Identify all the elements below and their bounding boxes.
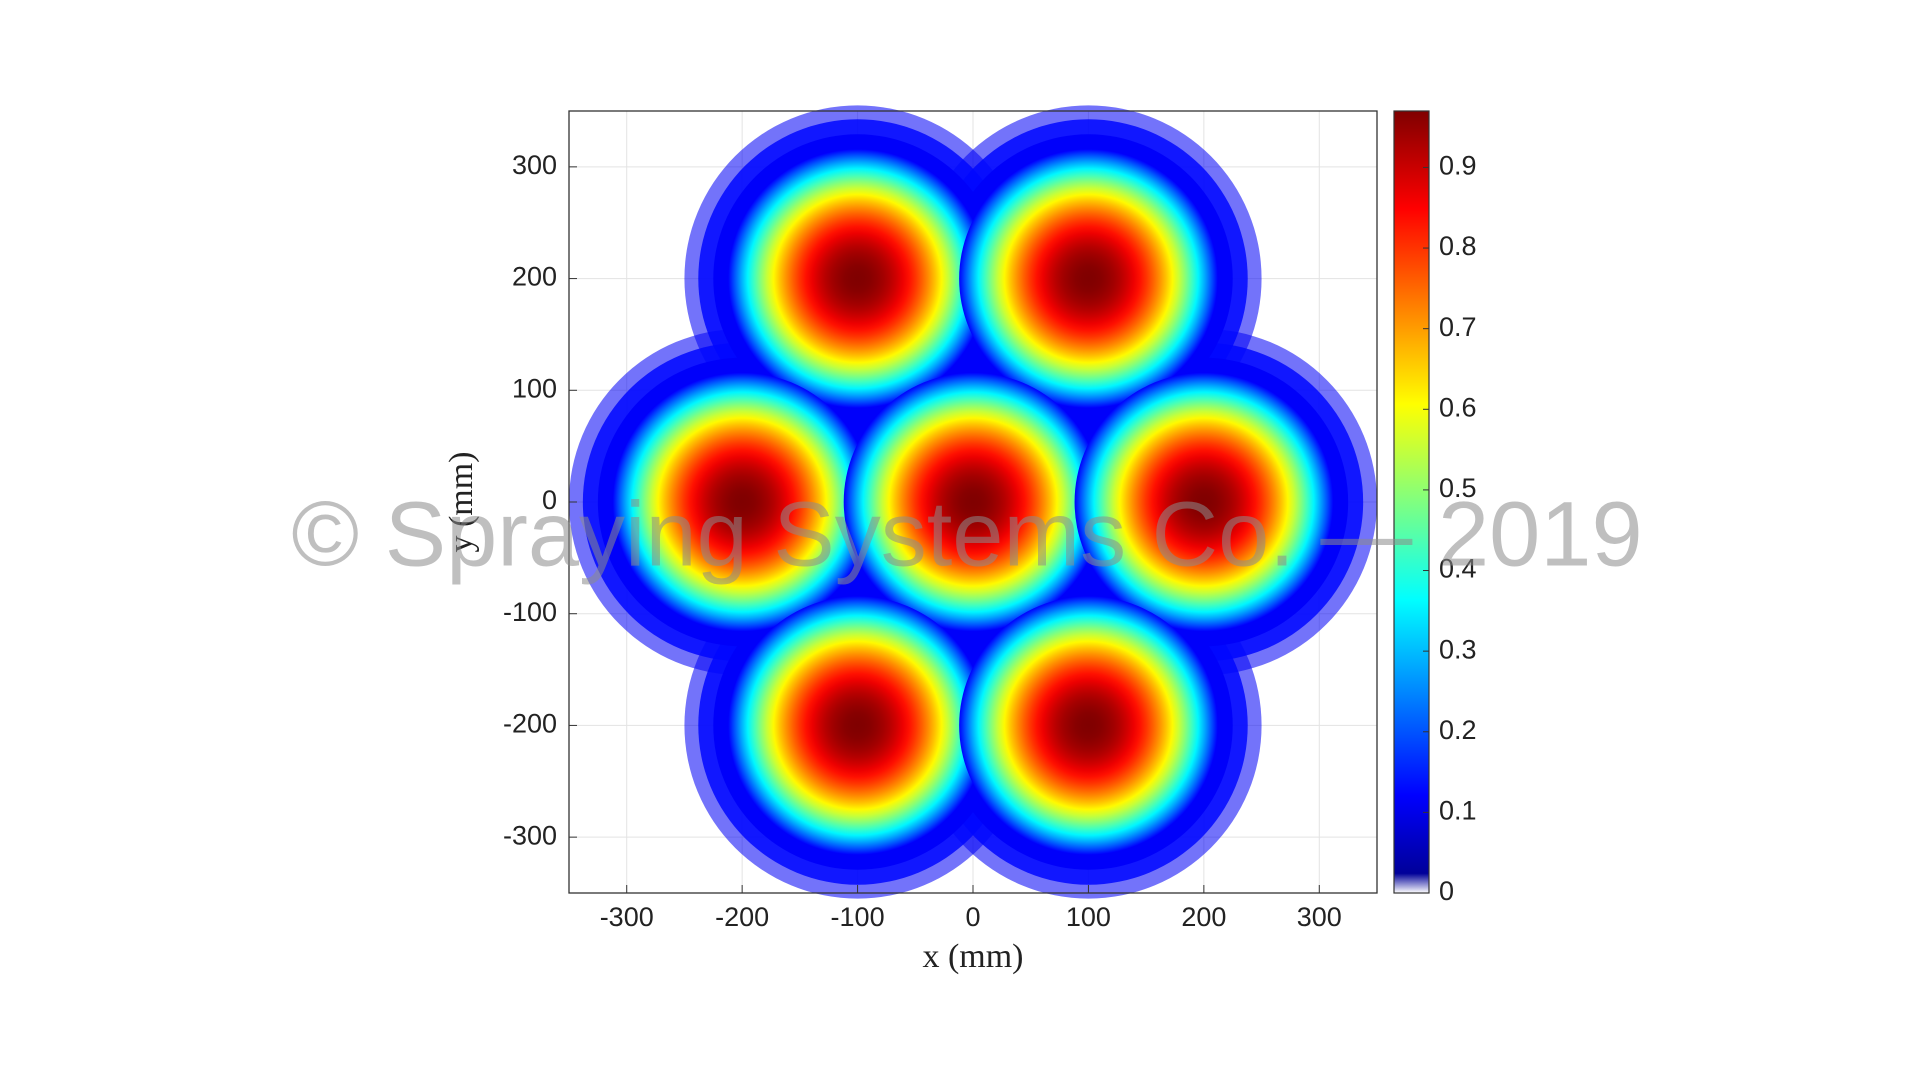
x-tick-label: -200 [715, 902, 769, 932]
spray-peak [728, 596, 987, 855]
colorbar-tick-label: 0.4 [1439, 554, 1477, 584]
x-tick-label: -100 [831, 902, 885, 932]
x-tick-label: 0 [965, 902, 980, 932]
y-tick-label: 200 [512, 262, 557, 292]
colorbar-tick-label: 0.1 [1439, 796, 1477, 826]
spray-peak [843, 372, 1103, 632]
colorbar-tick-label: 0.8 [1439, 231, 1477, 261]
x-tick-label: -300 [600, 902, 654, 932]
colorbar-tick-label: 0 [1439, 876, 1454, 906]
x-tick-label: 200 [1181, 902, 1226, 932]
watermark: © Spraying Systems Co. — 2019 [291, 483, 1642, 585]
y-axis-label: y (mm) [443, 451, 480, 552]
colorbar-tick-label: 0.9 [1439, 151, 1477, 181]
y-tick-label: -300 [503, 820, 557, 850]
y-tick-label: -100 [503, 597, 557, 627]
spray-peak [612, 372, 872, 632]
x-axis-label: x (mm) [922, 938, 1023, 975]
colorbar [1393, 110, 1430, 894]
spray-peak [959, 596, 1218, 855]
spray-peak [959, 149, 1218, 408]
colorbar-tick-label: 0.7 [1439, 312, 1477, 342]
y-tick-label: 300 [512, 150, 557, 180]
colorbar-tick-label: 0.3 [1439, 634, 1477, 664]
x-tick-label: 300 [1297, 902, 1342, 932]
x-tick-label: 100 [1066, 902, 1111, 932]
colorbar-tick-label: 0.5 [1439, 473, 1477, 503]
y-tick-label: 100 [512, 373, 557, 403]
colorbar-tick-label: 0.2 [1439, 715, 1477, 745]
y-tick-label: -200 [503, 709, 557, 739]
y-tick-label: 0 [542, 485, 557, 515]
spray-peak [1074, 372, 1334, 632]
spray-peak [728, 149, 987, 408]
colorbar-tick-label: 0.6 [1439, 392, 1477, 422]
